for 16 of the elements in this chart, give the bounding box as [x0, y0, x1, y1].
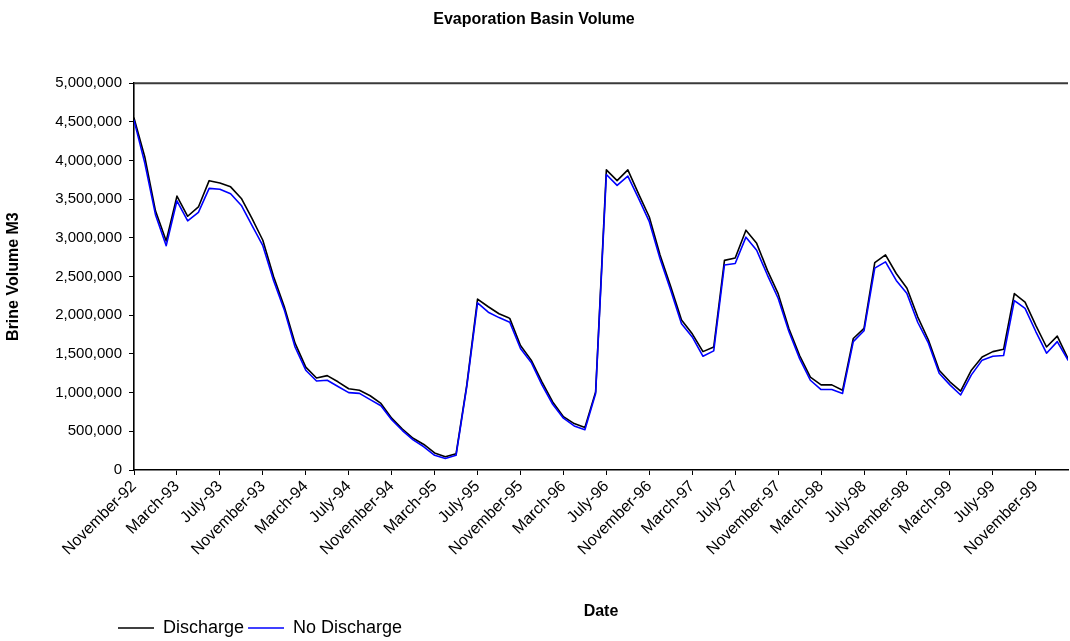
x-axis-title: Date — [583, 601, 619, 619]
y-tick-label: 4,500,000 — [55, 112, 122, 130]
y-tick-label: 1,500,000 — [55, 344, 122, 362]
legend-label: Discharge — [163, 616, 245, 637]
legend-label: No Discharge — [293, 616, 403, 637]
y-tick-label: 4,000,000 — [55, 150, 122, 168]
y-tick-label: 2,500,000 — [55, 266, 122, 284]
y-tick-label: 1,000,000 — [55, 382, 122, 400]
y-tick-label: 3,500,000 — [55, 189, 122, 207]
y-tick-label: 500,000 — [67, 421, 122, 439]
y-tick-label: 0 — [113, 460, 122, 478]
y-axis-title: Brine Volume M3 — [4, 212, 22, 341]
y-tick-label: 5,000,000 — [55, 73, 122, 91]
chart-title: Evaporation Basin Volume — [433, 10, 635, 28]
y-tick-label: 3,000,000 — [55, 228, 122, 246]
y-tick-label: 2,000,000 — [55, 305, 122, 323]
